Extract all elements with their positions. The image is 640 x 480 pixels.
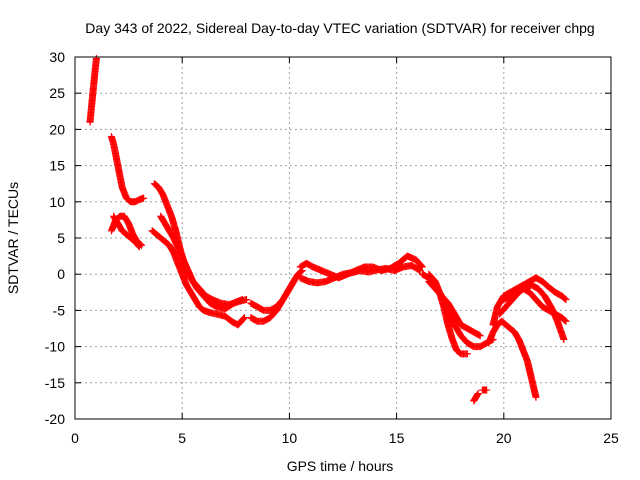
y-tick-label: -10 [45, 339, 65, 355]
y-axis-label: SDTVAR / TECUs [5, 182, 21, 294]
data-point [418, 263, 426, 271]
x-tick-label: 20 [496, 430, 512, 446]
series-t2 [107, 133, 148, 206]
data-point [474, 390, 482, 398]
x-tick-label: 15 [389, 430, 405, 446]
series-t14 [425, 277, 484, 340]
series-t11 [296, 262, 424, 287]
series-t7 [157, 212, 251, 309]
data-point [532, 393, 540, 401]
data-point [476, 332, 484, 340]
series-t15 [470, 390, 482, 405]
x-axis-label: GPS time / hours [287, 458, 394, 474]
series-t1 [86, 54, 100, 126]
y-tick-label: 5 [57, 230, 65, 246]
series-t6 [148, 227, 248, 329]
grid-lines [75, 57, 611, 419]
series-t4 [110, 212, 143, 251]
x-tick-label: 25 [603, 430, 619, 446]
data-points [86, 54, 570, 405]
y-tick-label: 25 [49, 85, 65, 101]
plot-frame [74, 56, 612, 420]
data-point [134, 241, 142, 249]
y-tick-label: 30 [49, 49, 65, 65]
x-tick-label: 5 [178, 430, 186, 446]
y-tick-label: -5 [53, 302, 66, 318]
data-point [135, 242, 143, 250]
x-tick-label: 0 [71, 430, 79, 446]
y-tick-label: -20 [45, 411, 65, 427]
data-point [463, 350, 471, 358]
y-tick-label: 10 [49, 194, 65, 210]
data-point [561, 317, 569, 325]
data-point [561, 295, 569, 303]
x-tick-label: 10 [282, 430, 298, 446]
series-t17 [485, 317, 540, 401]
data-point [483, 386, 491, 394]
tick-labels: 0 5 10 15 20 25 -20 -15 -10 -5 0 5 10 15 20 25 30 [45, 49, 619, 446]
data-point [560, 316, 568, 324]
data-point [455, 348, 463, 356]
data-point [243, 296, 251, 304]
data-point [140, 194, 148, 202]
data-point [92, 54, 100, 62]
y-tick-label: -15 [45, 375, 65, 391]
data-point [560, 294, 568, 302]
data-point [240, 315, 248, 323]
data-point [240, 314, 248, 322]
series-t9 [247, 274, 300, 325]
data-point [560, 335, 568, 343]
data-point [415, 266, 423, 274]
data-point [416, 267, 424, 275]
data-point [475, 331, 483, 339]
chart-title: Day 343 of 2022, Sidereal Day-to-day VTE… [85, 20, 594, 36]
y-tick-label: 15 [49, 158, 65, 174]
y-tick-label: 0 [57, 266, 65, 282]
data-point [562, 296, 570, 304]
series-t20 [500, 285, 570, 325]
data-point [562, 317, 570, 325]
series-t16 [478, 386, 491, 394]
data-point [418, 262, 426, 270]
data-point [135, 243, 143, 251]
y-tick-label: 20 [49, 121, 65, 137]
